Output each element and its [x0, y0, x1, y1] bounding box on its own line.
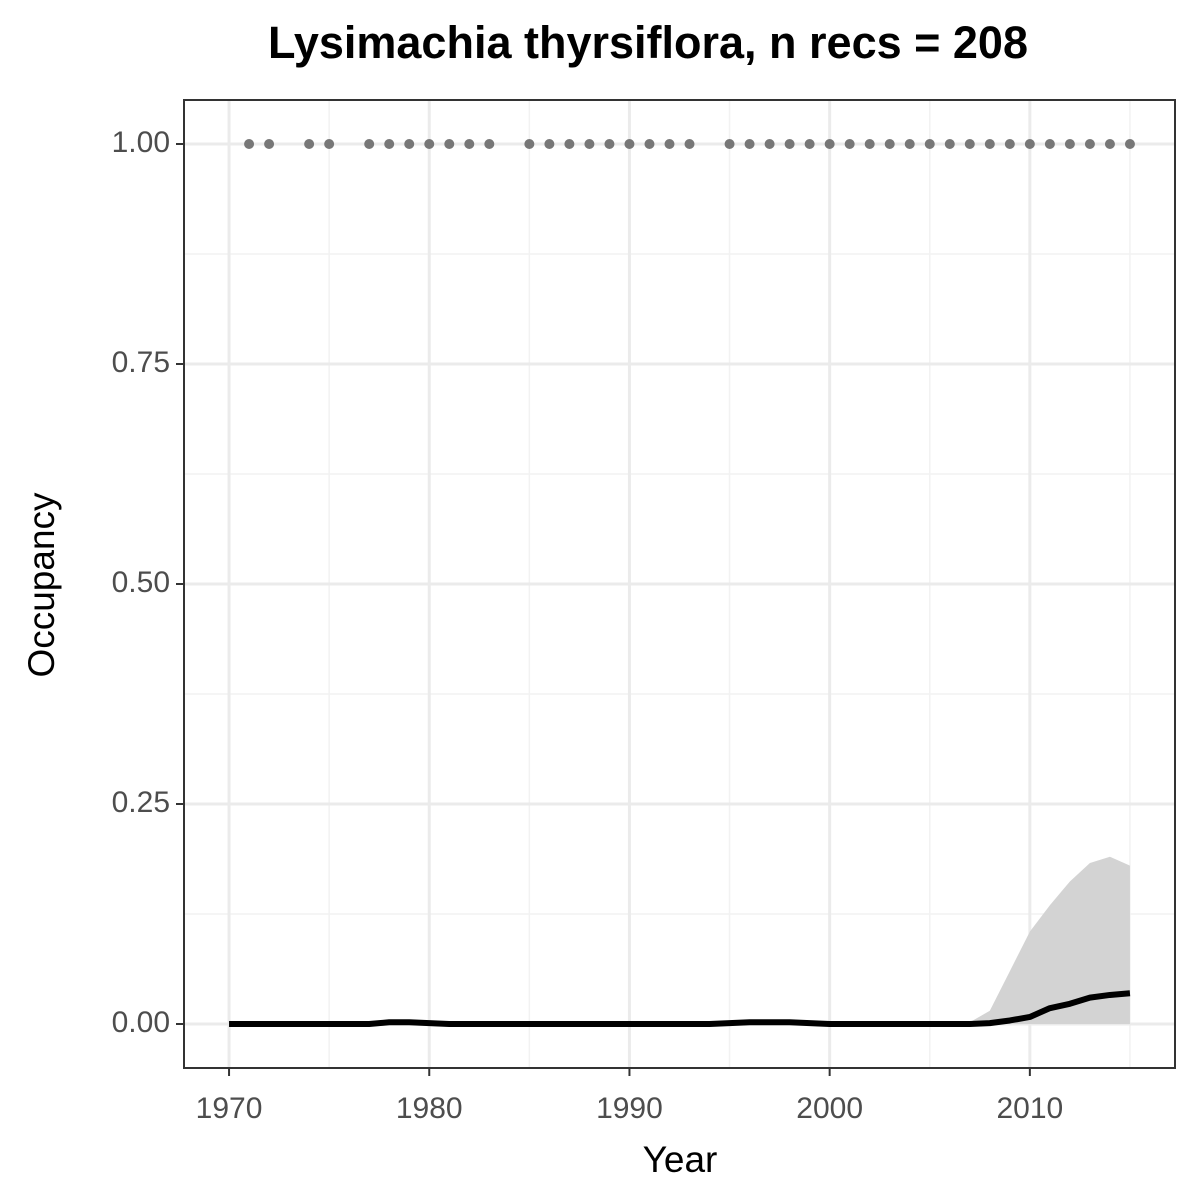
record-point: [1024, 139, 1035, 149]
record-point: [464, 139, 475, 149]
record-point: [624, 139, 635, 149]
y-tick-label: 0.75: [112, 346, 170, 379]
record-point: [984, 139, 995, 149]
record-point: [944, 139, 955, 149]
confidence-band: [229, 856, 1130, 1024]
y-tick-label: 1.00: [112, 126, 170, 159]
record-point: [1104, 139, 1115, 149]
record-point: [304, 139, 315, 149]
record-point: [644, 139, 655, 149]
x-tick-label: 2000: [796, 1092, 863, 1125]
record-point: [1064, 139, 1075, 149]
panel-border: [183, 99, 1176, 1069]
record-point: [484, 139, 495, 149]
x-tick-label: 1990: [596, 1092, 663, 1125]
record-point: [864, 139, 875, 149]
record-point: [744, 139, 755, 149]
record-point: [1004, 139, 1015, 149]
chart-title: Lysimachia thyrsiflora, n recs = 208: [268, 17, 1028, 68]
record-point: [544, 139, 555, 149]
y-tick-label: 0.25: [112, 786, 170, 819]
record-point: [524, 139, 535, 149]
x-axis-title: Year: [643, 1139, 718, 1180]
record-point: [684, 139, 695, 149]
y-tick-label: 0.00: [112, 1006, 170, 1039]
record-point: [764, 139, 775, 149]
record-point: [1044, 139, 1055, 149]
record-point: [824, 139, 835, 149]
record-point: [444, 139, 455, 149]
mean-line: [229, 990, 1131, 1027]
y-tick-label: 0.50: [112, 566, 170, 599]
record-point: [884, 139, 895, 149]
record-point: [404, 139, 415, 149]
record-point: [1124, 139, 1135, 149]
record-point: [584, 139, 595, 149]
record-point: [804, 139, 815, 149]
x-tick-label: 2010: [996, 1092, 1063, 1125]
x-tick-label: 1980: [396, 1092, 463, 1125]
record-point: [244, 139, 255, 149]
y-axis-title: Occupancy: [21, 492, 62, 678]
record-point: [564, 139, 575, 149]
record-point: [604, 139, 615, 149]
record-point: [924, 139, 935, 149]
record-point: [664, 139, 675, 149]
x-tick-label: 1970: [196, 1092, 263, 1125]
record-point: [264, 139, 275, 149]
record-point: [364, 139, 375, 149]
record-point: [904, 139, 915, 149]
record-point: [724, 139, 735, 149]
record-point: [784, 139, 795, 149]
record-point: [384, 139, 395, 149]
record-point: [424, 139, 435, 149]
record-point: [844, 139, 855, 149]
record-point: [964, 139, 975, 149]
record-point: [324, 139, 335, 149]
record-point: [1084, 139, 1095, 149]
